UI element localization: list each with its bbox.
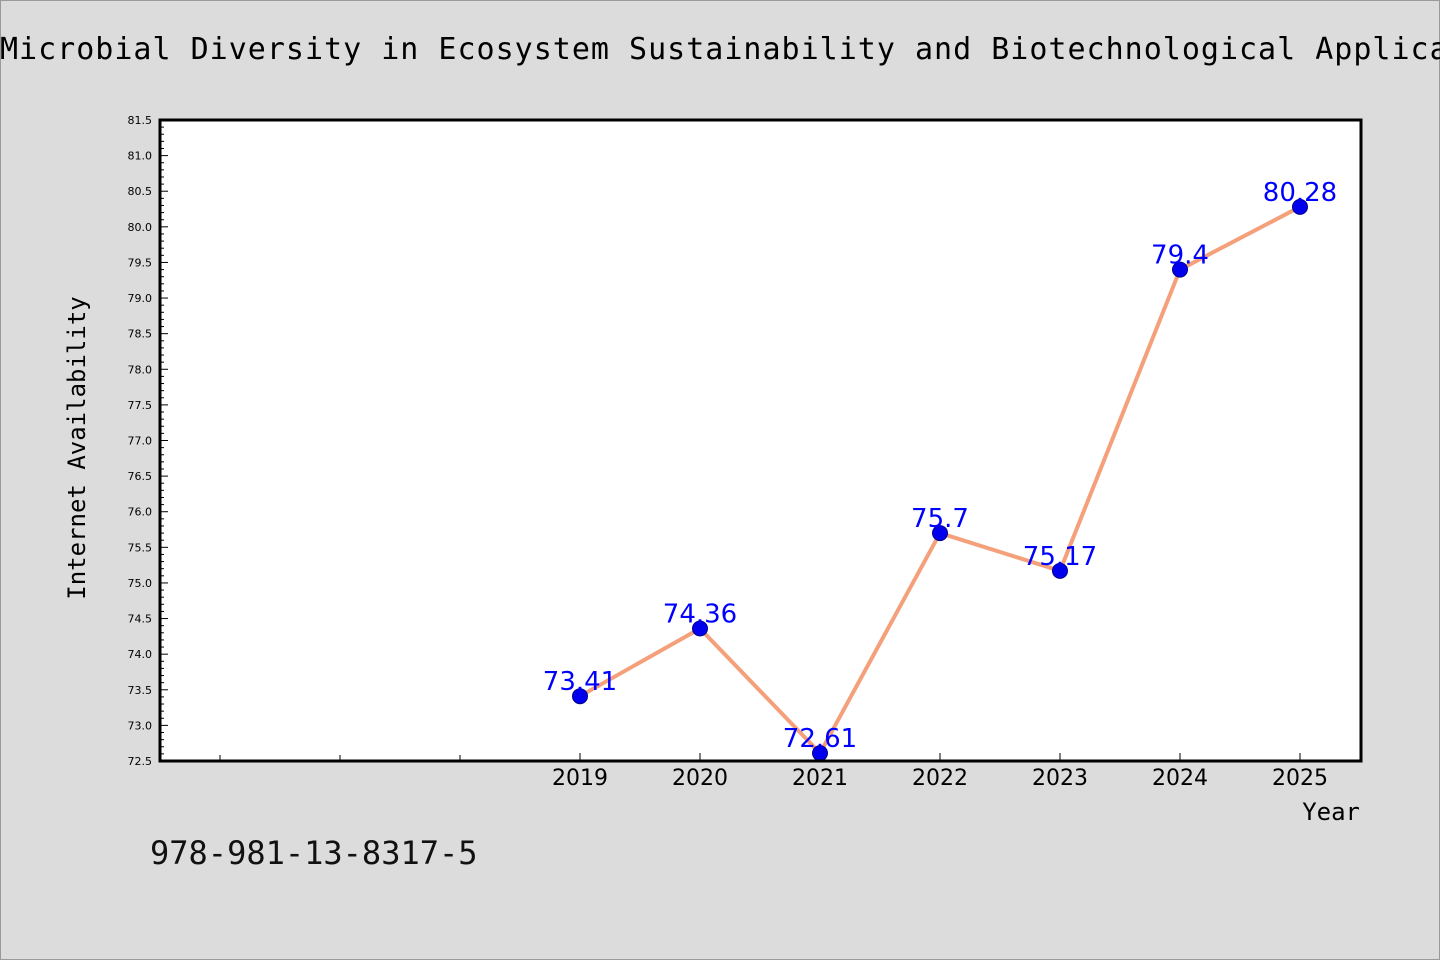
y-tick-label: 77.0	[128, 435, 153, 448]
data-label: 72.61	[783, 724, 857, 754]
y-tick-label: 79.0	[128, 292, 153, 305]
y-tick-label: 81.5	[128, 114, 153, 127]
y-tick-label: 73.5	[128, 684, 153, 697]
y-tick-label: 81.0	[128, 150, 153, 163]
data-point	[932, 525, 948, 542]
plot-area	[160, 120, 1361, 761]
data-point	[1292, 198, 1308, 215]
y-tick-label: 76.0	[128, 506, 153, 519]
data-point	[1052, 562, 1068, 579]
y-tick-label: 80.5	[128, 185, 153, 198]
y-tick-label: 76.5	[128, 470, 153, 483]
data-label: 80.28	[1263, 178, 1337, 208]
y-tick-label: 78.5	[128, 328, 153, 341]
y-tick-label: 73.0	[128, 719, 153, 732]
x-axis-label: Year	[1302, 798, 1360, 826]
y-tick-label: 74.5	[128, 613, 153, 626]
x-tick-label: 2019	[552, 766, 608, 791]
x-tick-label: 2024	[1152, 766, 1208, 791]
data-point	[572, 688, 588, 705]
x-axis: 2019 2020 2021 2022 2023 2024 2025	[219, 753, 1328, 791]
y-tick-label: 75.5	[128, 541, 153, 554]
y-tick-label: 74.0	[128, 648, 153, 661]
x-tick-label: 2020	[672, 766, 728, 791]
y-tick-label: 75.0	[128, 577, 153, 590]
data-label: 75.7	[911, 504, 969, 534]
y-tick-label: 77.5	[128, 399, 153, 412]
y-tick-label: 78.0	[128, 363, 153, 376]
x-tick-label: 2022	[912, 766, 968, 791]
y-tick-label: 80.0	[128, 221, 153, 234]
chart-title: Microbial Diversity in Ecosystem Sustain…	[0, 32, 1440, 67]
x-tick-label: 2021	[792, 766, 848, 791]
data-point	[1172, 261, 1188, 278]
series-layer: 73.41 74.36 72.61 75.7 75.17 79.4 80.28	[543, 178, 1337, 762]
data-point	[692, 620, 708, 637]
data-label: 73.41	[543, 667, 617, 697]
y-tick-label: 72.5	[128, 755, 153, 768]
data-label: 79.4	[1151, 241, 1209, 271]
isbn-text: 978-981-13-8317-5	[150, 834, 478, 872]
data-label: 74.36	[663, 600, 737, 630]
plot-border	[158, 118, 1363, 763]
x-tick-label: 2025	[1272, 766, 1328, 791]
y-axis: 72.5 73.0 73.5 74.0 74.5 75.0 75.5 76.0 76.5 77.0…	[128, 114, 168, 768]
data-label: 75.17	[1023, 542, 1097, 572]
y-axis-label: Internet Availability	[63, 296, 91, 599]
y-tick-label: 79.5	[128, 256, 153, 269]
x-tick-label: 2023	[1032, 766, 1088, 791]
